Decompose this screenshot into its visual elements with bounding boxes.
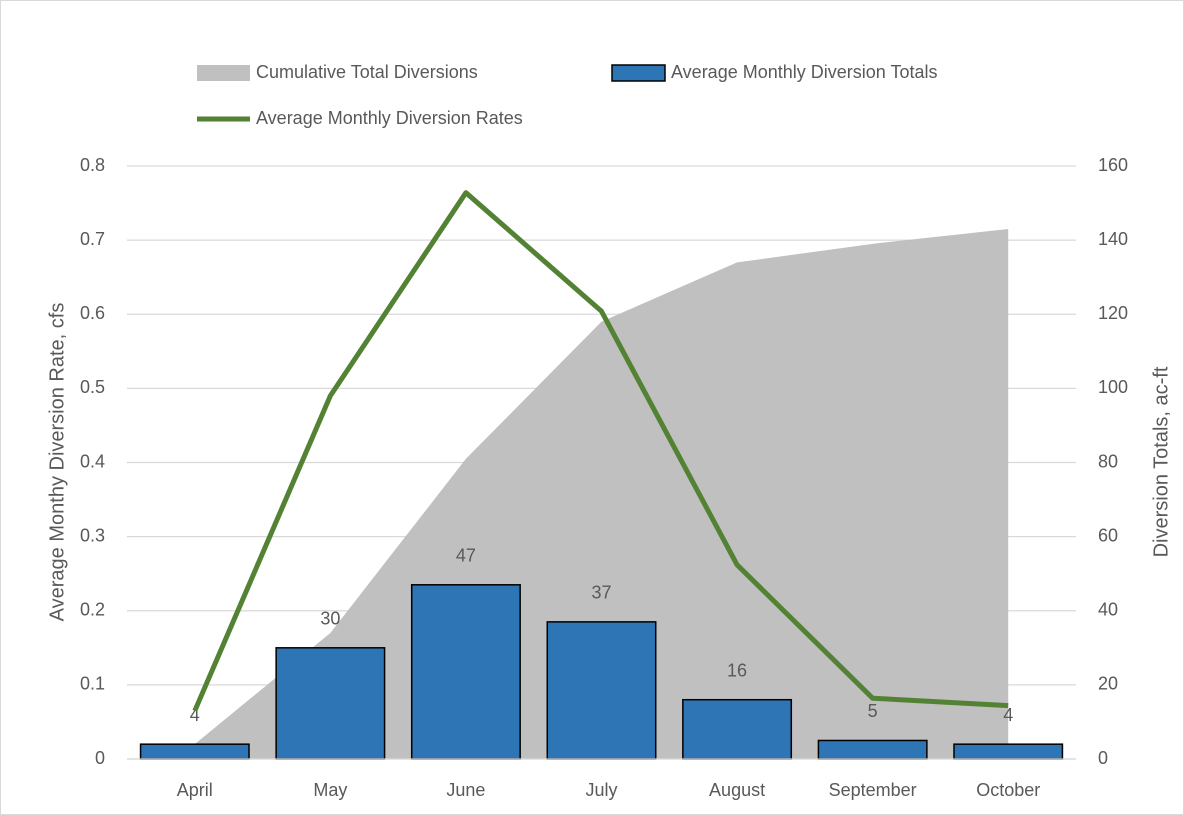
data-label: 37 [591, 583, 611, 603]
x-tick-label: June [446, 780, 485, 800]
y-tick-label: 0.2 [80, 600, 105, 620]
y2-tick-label: 140 [1098, 229, 1128, 249]
area [194, 229, 1009, 760]
legend-label: Cumulative Total Diversions [256, 62, 478, 82]
y-tick-label: 0.5 [80, 377, 105, 397]
bar [682, 698, 793, 760]
y-tick-label: 0.3 [80, 525, 105, 545]
bar [410, 584, 521, 760]
x-tick-label: September [829, 780, 917, 800]
y2-tick-label: 120 [1098, 303, 1128, 323]
y-tick-label: 0 [95, 748, 105, 768]
y-tick-label: 0.6 [80, 303, 105, 323]
data-label: 47 [456, 546, 476, 566]
x-tick-label: July [585, 780, 617, 800]
legend-swatch [611, 64, 666, 82]
y2-tick-label: 40 [1098, 600, 1118, 620]
y2-axis-title: Diversion Totals, ac-ft [1150, 366, 1172, 557]
y2-tick-label: 160 [1098, 155, 1128, 175]
data-label: 4 [1003, 705, 1013, 725]
y-tick-label: 0.7 [80, 229, 105, 249]
x-tick-label: May [313, 780, 347, 800]
y2-tick-label: 80 [1098, 451, 1118, 471]
y2-tick-label: 100 [1098, 377, 1128, 397]
y2-tick-label: 60 [1098, 525, 1118, 545]
x-tick-label: October [976, 780, 1040, 800]
y-tick-label: 0.8 [80, 155, 105, 175]
bar [546, 621, 657, 760]
legend-swatch [197, 65, 250, 81]
y2-tick-label: 0 [1098, 748, 1108, 768]
data-label: 4 [190, 705, 200, 725]
bar [817, 739, 928, 760]
y2-tick-label: 20 [1098, 674, 1118, 694]
line [192, 190, 1009, 712]
bar [275, 647, 386, 760]
data-label: 5 [868, 701, 878, 721]
bar [139, 743, 250, 760]
y-axis-title: Average Monthy Diversion Rate, cfs [46, 303, 68, 622]
x-tick-label: April [177, 780, 213, 800]
data-label: 16 [727, 660, 747, 680]
legend-label: Average Monthly Diversion Rates [256, 108, 523, 128]
x-tick-label: August [709, 780, 765, 800]
legend-label: Average Monthly Diversion Totals [671, 62, 937, 82]
y-tick-label: 0.1 [80, 674, 105, 694]
data-label: 30 [320, 609, 340, 629]
bar [953, 743, 1064, 760]
y-tick-label: 0.4 [80, 451, 105, 471]
